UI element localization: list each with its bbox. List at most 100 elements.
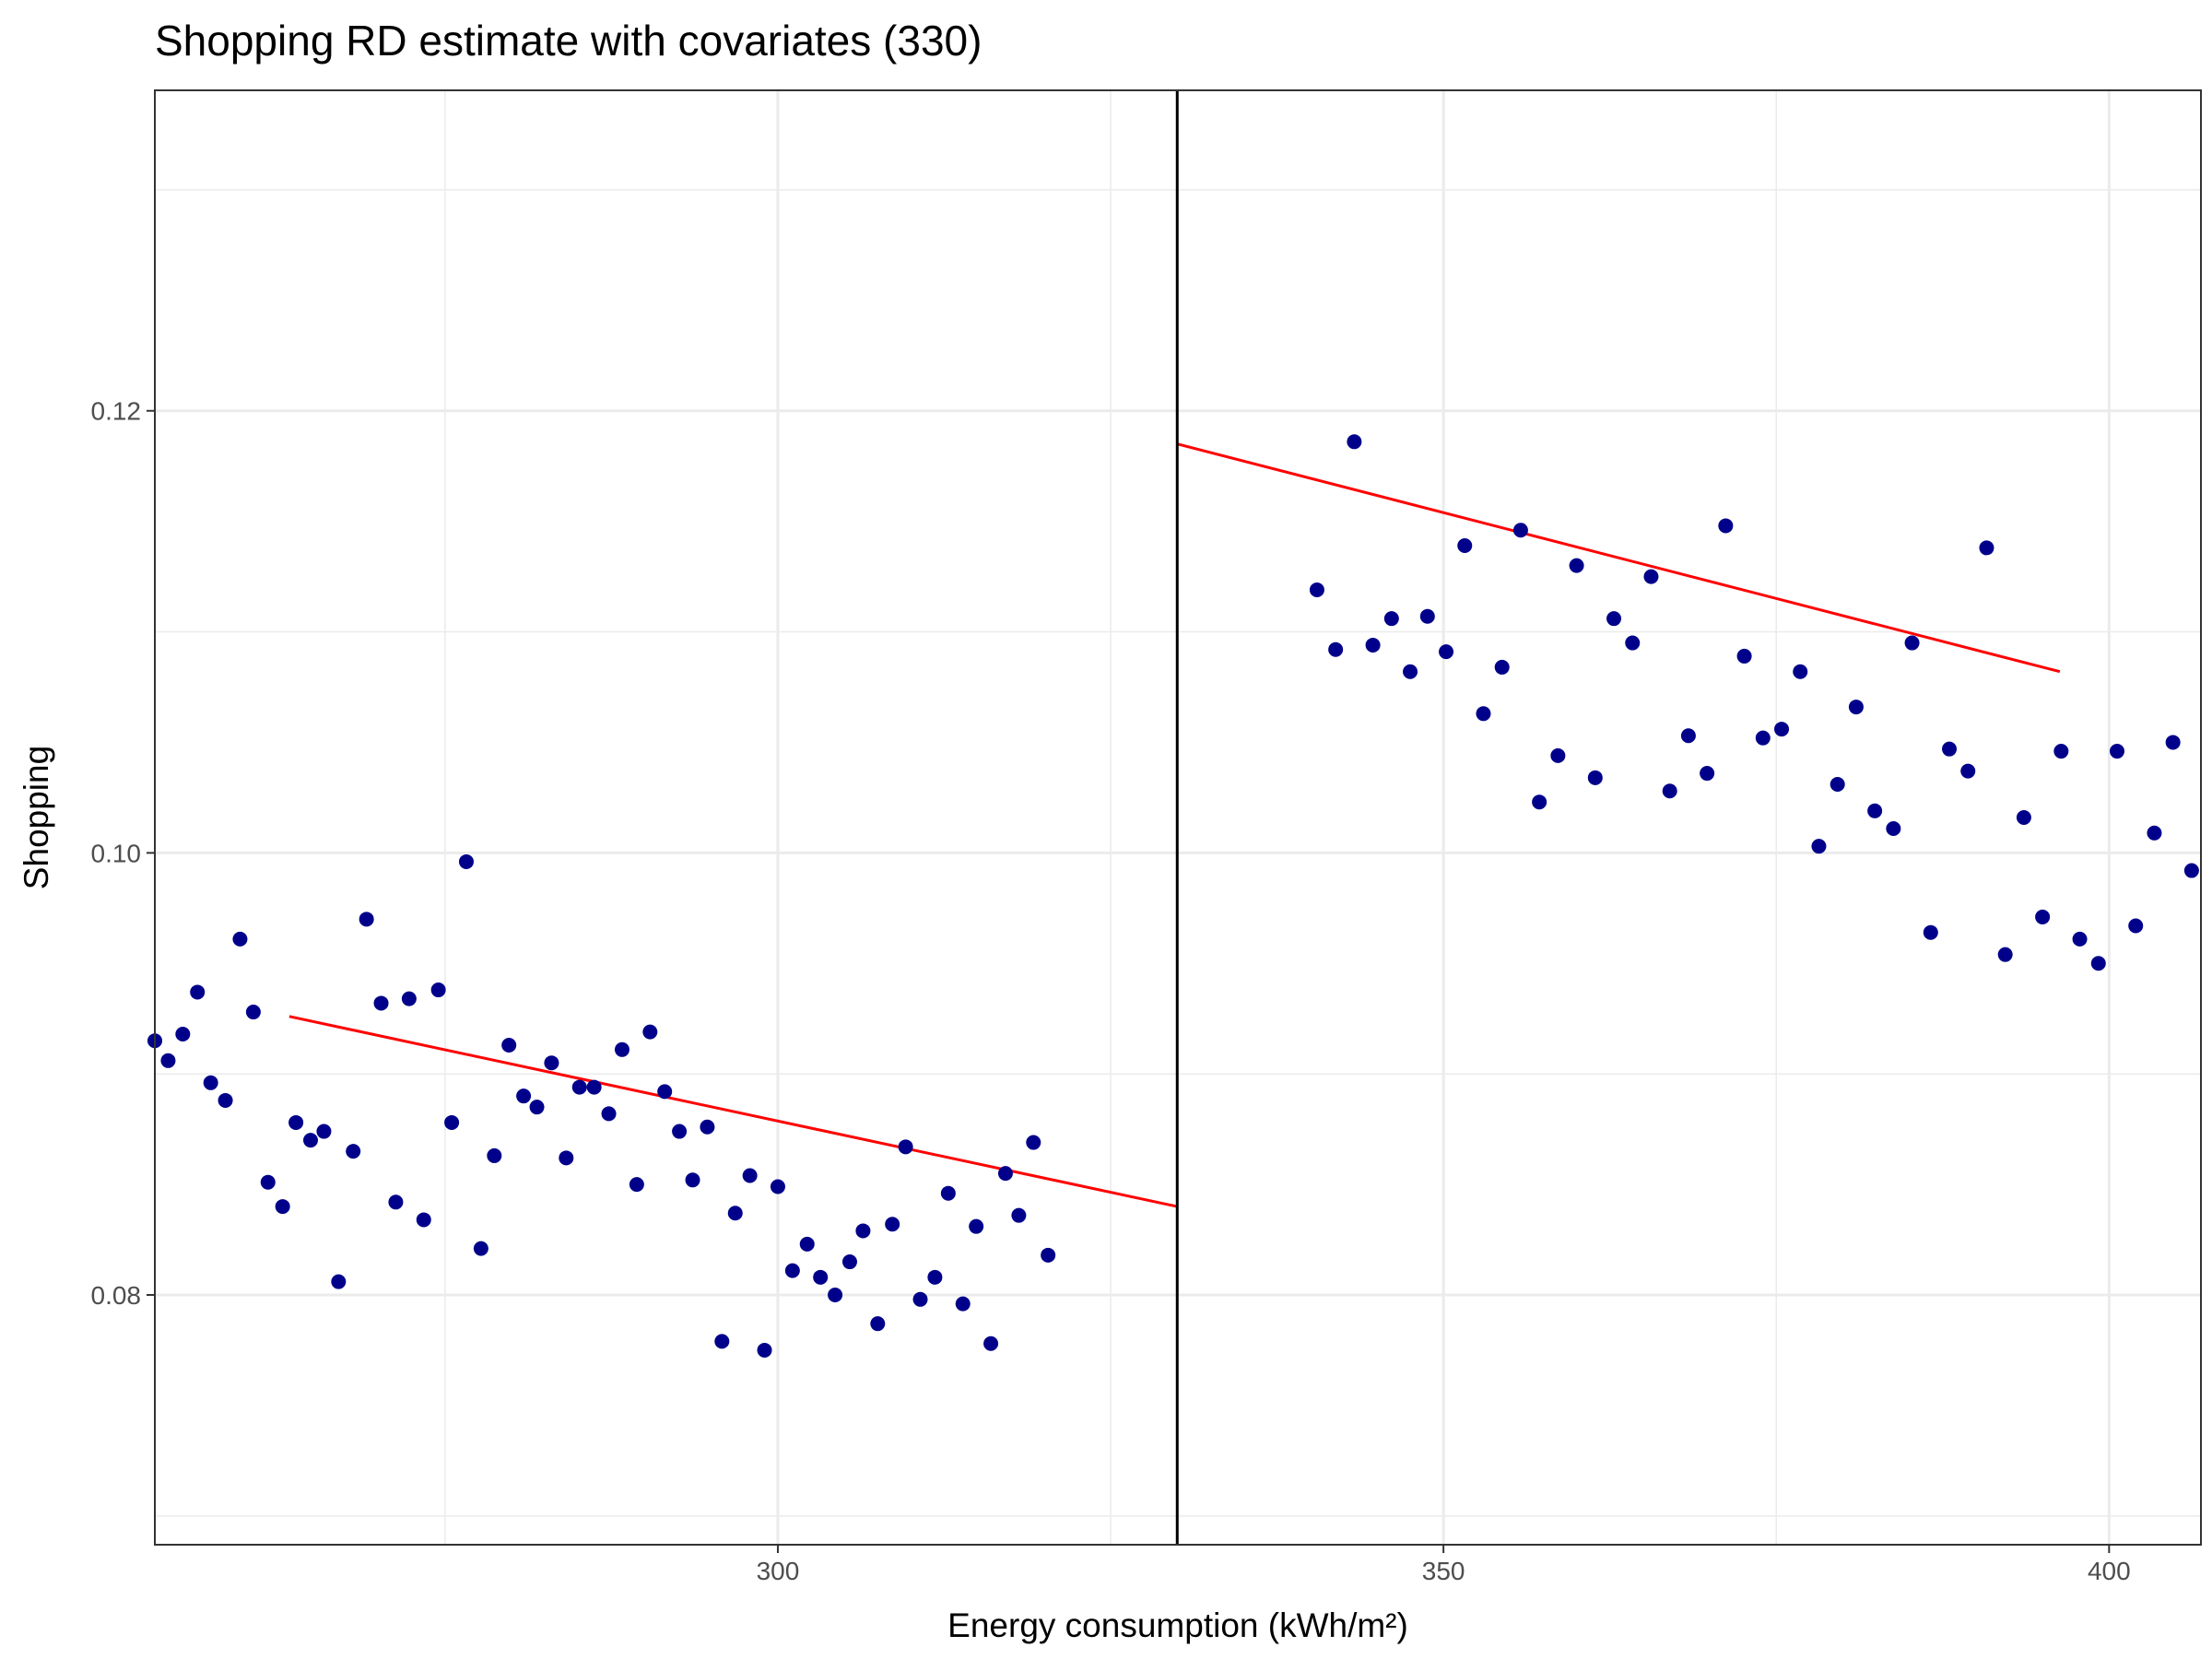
data-point [2072,931,2088,947]
data-point [559,1150,574,1166]
y-axis-title: Shopping [18,746,55,889]
data-point [997,1166,1013,1182]
data-point [601,1106,617,1122]
data-point [1347,434,1362,450]
data-point [969,1218,984,1234]
data-point [940,1185,956,1201]
data-point [1041,1247,1056,1263]
chart-title: Shopping RD estimate with covariates (33… [155,17,982,65]
data-point [1718,518,1734,534]
data-point [784,1263,800,1278]
data-point [1476,706,1491,722]
data-point [516,1088,532,1104]
data-point [430,982,446,998]
data-point [160,1053,176,1068]
data-point [232,931,248,947]
data-point [1942,741,1958,757]
data-point [672,1124,688,1139]
data-point [700,1119,715,1135]
data-point [2035,909,2051,924]
data-point [487,1147,502,1163]
data-point [1439,644,1454,660]
data-point [657,1084,673,1100]
data-point [614,1041,629,1057]
data-point [1328,641,1344,657]
data-point [1383,611,1399,627]
data-point [1886,820,1901,836]
data-point [1606,611,1622,627]
data-point [841,1254,857,1270]
data-point [586,1079,602,1095]
data-point [316,1124,332,1139]
data-point [1923,924,1938,940]
data-point [1830,777,1845,793]
data-point [813,1269,829,1285]
data-point [2165,735,2181,750]
data-point [175,1027,191,1042]
data-point [1532,794,1547,810]
data-point [571,1079,587,1095]
data-point [727,1206,743,1221]
data-point [757,1342,772,1358]
data-point [1680,728,1696,744]
data-point [1700,766,1715,782]
y-axis-ticks: 0.08 0.10 0.12 [91,397,155,1310]
data-point [1979,540,1994,556]
data-point [416,1212,431,1228]
data-point [855,1223,871,1239]
data-point [1550,747,1566,763]
data-point [2183,863,2199,878]
data-point [1309,582,1324,597]
data-point [1904,635,1920,651]
data-point [501,1038,517,1053]
data-point [2053,744,2069,759]
data-point [1403,664,1418,679]
data-point [218,1092,233,1108]
data-point [629,1177,644,1193]
data-point [359,912,374,927]
data-point [742,1168,758,1183]
data-point [828,1288,843,1303]
data-point [1662,783,1677,799]
plot-border [154,89,2202,1546]
data-points [147,434,2199,1358]
data-point [302,1133,318,1148]
data-point [2110,744,2125,759]
data-point [898,1139,913,1155]
data-point [642,1024,658,1040]
data-point [529,1100,545,1115]
fit-line [1176,442,2061,674]
data-point [1494,659,1510,675]
y-tick-label: 0.12 [91,397,142,426]
data-point [714,1334,730,1349]
data-point [1793,664,1808,679]
data-point [1457,538,1473,554]
data-point [473,1241,488,1256]
data-point [1811,839,1827,854]
data-point [1569,558,1584,573]
x-axis-title: Energy consumption (kWh/m²) [947,1606,1408,1644]
data-point [770,1179,785,1194]
x-axis-ticks: 300 350 400 [757,1545,2131,1585]
fit-lines [288,442,2061,1208]
data-point [260,1174,276,1190]
data-point [1848,700,1864,715]
data-point [203,1075,218,1090]
data-point [1643,569,1659,584]
data-point [1026,1135,1041,1150]
data-point [275,1199,290,1215]
x-tick-label: 300 [757,1557,800,1585]
data-point [927,1269,943,1285]
data-point [2128,918,2144,934]
data-point [1512,523,1528,538]
data-point [1755,730,1771,746]
data-point [544,1055,559,1071]
data-point [1997,947,2013,962]
data-point [190,984,206,1000]
x-tick-label: 400 [2088,1557,2131,1585]
data-point [1365,637,1381,653]
x-tick-label: 350 [1422,1557,1465,1585]
data-point [373,995,389,1011]
data-point [1867,803,1883,818]
data-point [1625,635,1641,651]
